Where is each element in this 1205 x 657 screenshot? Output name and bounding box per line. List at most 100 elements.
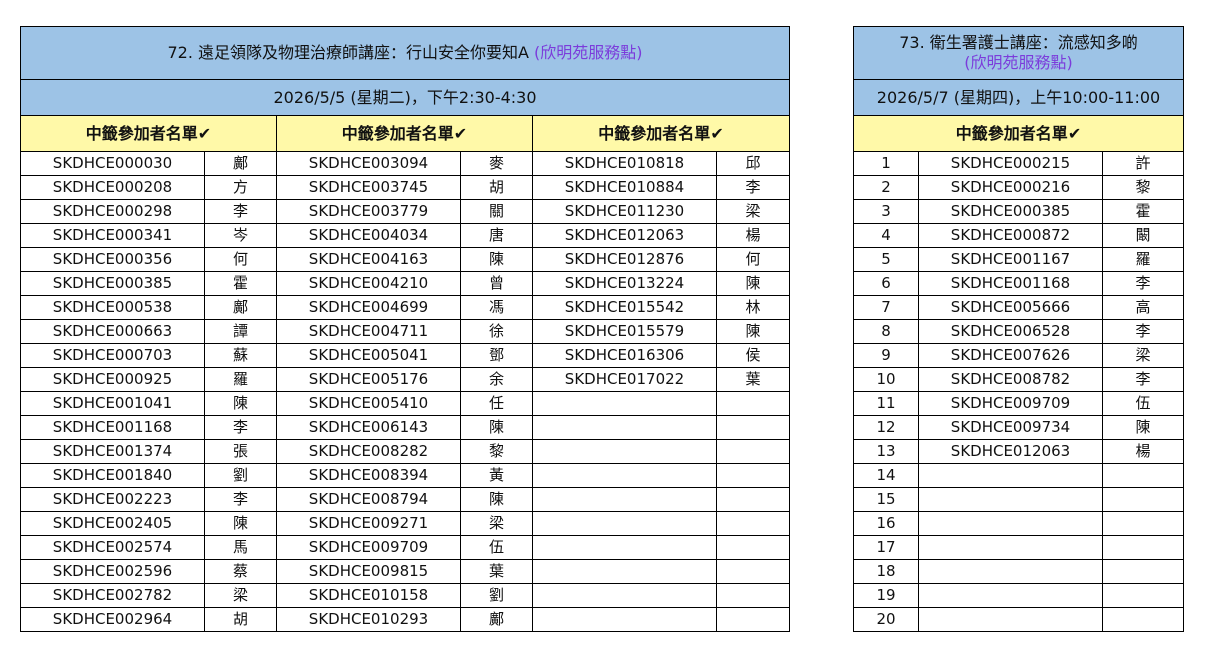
participant-surname: 侯 [715,343,791,368]
table-row: SKDHCE001168 李 SKDHCE006143 陳 [20,415,791,440]
participant-surname: 霍 [1101,199,1185,224]
table-row: 16 [853,511,1185,536]
table-row: 5 SKDHCE001167 羅 [853,247,1185,272]
row-number: 14 [853,463,919,488]
participant-id [532,583,717,608]
participant-surname [715,391,791,416]
participant-id: SKDHCE017022 [532,367,717,392]
participant-surname: 闞 [1101,223,1185,248]
participant-id: SKDHCE012876 [532,247,717,272]
row-number: 1 [853,151,919,176]
table-row: 13 SKDHCE012063 楊 [853,439,1185,464]
table-row: 10 SKDHCE008782 李 [853,367,1185,392]
participant-surname: 李 [204,199,277,224]
participant-surname [1101,559,1185,584]
table-row: 12 SKDHCE009734 陳 [853,415,1185,440]
participant-surname: 李 [1101,319,1185,344]
participant-id [532,511,717,536]
venue-text: (欣明苑服務點) [534,43,643,62]
row-number: 13 [853,439,919,464]
table-row: SKDHCE001374 張 SKDHCE008282 黎 [20,439,791,464]
participant-surname: 葉 [460,559,533,584]
table-row: 6 SKDHCE001168 李 [853,271,1185,296]
participant-id: SKDHCE005410 [276,391,461,416]
table-row: SKDHCE000385 霍 SKDHCE004210 曾 SKDHCE013224 陳 [20,271,791,296]
header-label: 中籤參加者名單 [955,124,1068,143]
participant-surname: 陳 [715,271,791,296]
participant-surname: 黎 [460,439,533,464]
participant-surname: 麥 [460,151,533,176]
table-row: SKDHCE002574 馬 SKDHCE009709 伍 [20,535,791,560]
table-row: 7 SKDHCE005666 高 [853,295,1185,320]
participant-surname: 羅 [204,367,277,392]
participant-surname: 梁 [460,511,533,536]
participant-id: SKDHCE005666 [918,295,1103,320]
participant-id [918,463,1103,488]
table-row: SKDHCE002782 梁 SKDHCE010158 劉 [20,583,791,608]
participant-surname: 林 [715,295,791,320]
table-row: SKDHCE001840 劉 SKDHCE008394 黃 [20,463,791,488]
participant-surname [715,583,791,608]
table-row: 2 SKDHCE000216 黎 [853,175,1185,200]
participant-surname: 余 [460,367,533,392]
participant-surname: 關 [460,199,533,224]
participant-surname: 李 [204,415,277,440]
table-row: SKDHCE002596 蔡 SKDHCE009815 葉 [20,559,791,584]
participant-surname: 蔡 [204,559,277,584]
participant-surname [1101,535,1185,560]
participant-surname: 曾 [460,271,533,296]
table-row: 19 [853,583,1185,608]
participant-id: SKDHCE000663 [20,319,205,344]
table-row: 11 SKDHCE009709 伍 [853,391,1185,416]
participant-surname: 岑 [204,223,277,248]
participant-id: SKDHCE000703 [20,343,205,368]
participant-id [532,535,717,560]
participant-id: SKDHCE010818 [532,151,717,176]
header-label: 中籤參加者名單 [341,124,454,143]
participant-id: SKDHCE009709 [276,535,461,560]
row-number: 11 [853,391,919,416]
participant-surname: 徐 [460,319,533,344]
participant-surname: 李 [204,487,277,512]
participant-id: SKDHCE009709 [918,391,1103,416]
table-row: 15 [853,487,1185,512]
participant-id: SKDHCE003745 [276,175,461,200]
participant-surname [1101,607,1185,632]
row-number: 5 [853,247,919,272]
participant-surname [715,559,791,584]
participant-surname [715,463,791,488]
lecture-72-table: 72. 遠足領隊及物理治療師講座：行山安全你要知A (欣明苑服務點) 2026/… [19,26,791,632]
participant-surname: 胡 [460,175,533,200]
participant-id: SKDHCE001167 [918,247,1103,272]
participant-id: SKDHCE004210 [276,271,461,296]
row-number: 4 [853,223,919,248]
participant-id: SKDHCE001168 [20,415,205,440]
table-row: 20 [853,607,1185,632]
participant-surname: 張 [204,439,277,464]
row-number: 19 [853,583,919,608]
participant-id [532,463,717,488]
participant-id: SKDHCE005041 [276,343,461,368]
participant-id: SKDHCE008782 [918,367,1103,392]
participant-surname: 方 [204,175,277,200]
participant-surname: 羅 [1101,247,1185,272]
participant-surname: 陳 [715,319,791,344]
participant-id: SKDHCE002964 [20,607,205,632]
participant-id: SKDHCE000208 [20,175,205,200]
participant-id: SKDHCE010884 [532,175,717,200]
participant-surname: 蘇 [204,343,277,368]
row-number: 6 [853,271,919,296]
participant-id: SKDHCE011230 [532,199,717,224]
participant-surname: 唐 [460,223,533,248]
participant-id [532,559,717,584]
venue-text: (欣明苑服務點) [964,53,1073,72]
participant-id: SKDHCE004163 [276,247,461,272]
participant-id: SKDHCE001168 [918,271,1103,296]
participant-id: SKDHCE003779 [276,199,461,224]
participant-surname: 楊 [1101,439,1185,464]
participant-id [532,391,717,416]
participant-id: SKDHCE016306 [532,343,717,368]
participant-id: SKDHCE008394 [276,463,461,488]
participant-id: SKDHCE009815 [276,559,461,584]
column-header: 中籤參加者名單✔ [20,115,277,152]
